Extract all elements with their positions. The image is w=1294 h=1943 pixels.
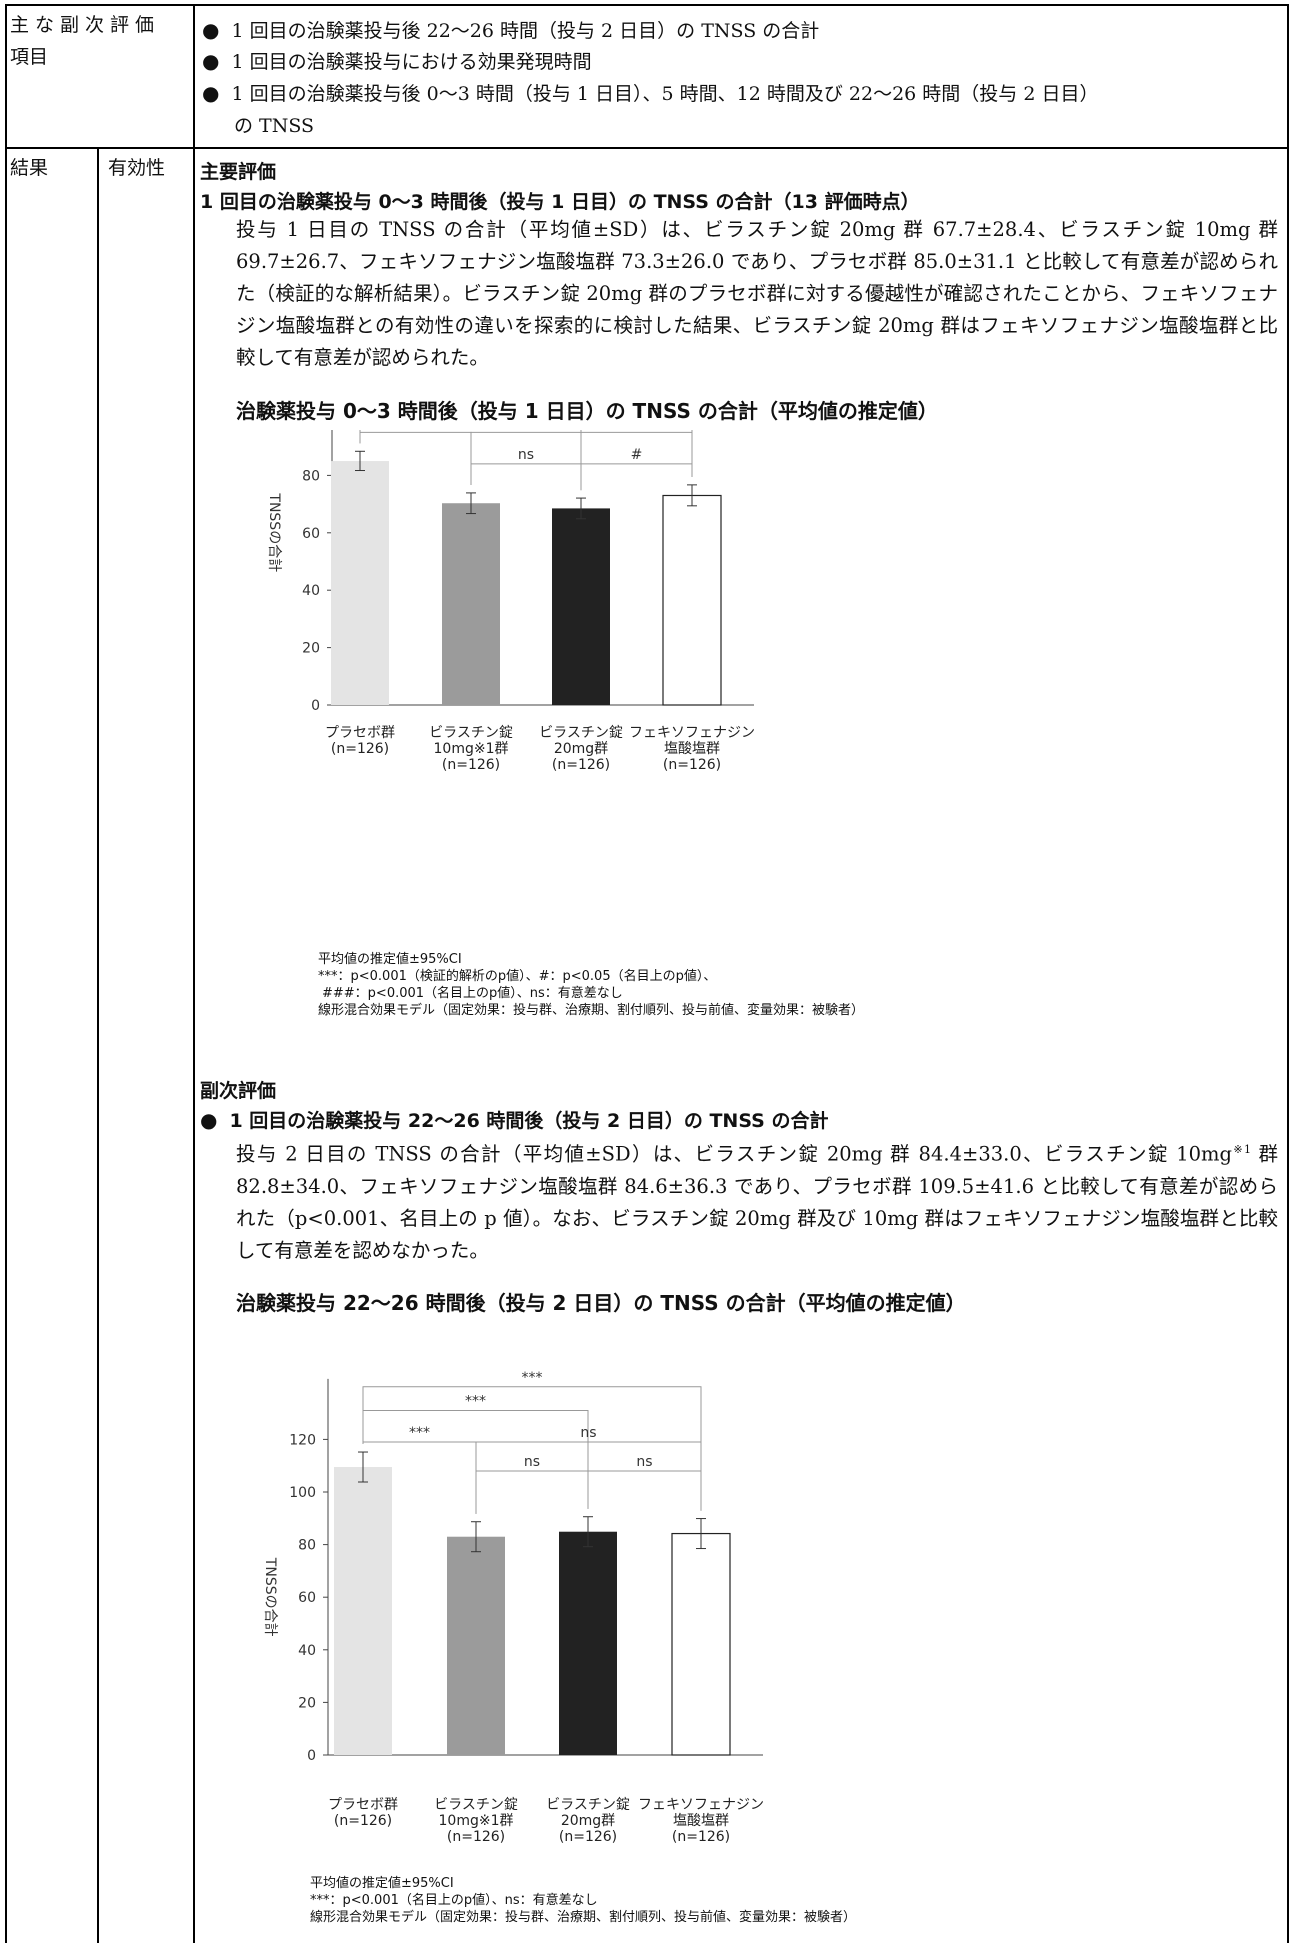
- y-tick-label: 20: [298, 1695, 316, 1711]
- significance-bracket: [587, 1470, 702, 1511]
- x-tick-label: フェキソフェナジン: [638, 1797, 764, 1813]
- significance-label: ns: [518, 447, 534, 463]
- x-tick-label: 20mg群: [561, 1813, 615, 1829]
- bar: [671, 1532, 731, 1756]
- y-tick-label: 60: [302, 526, 320, 542]
- x-tick-label: 10mg※1群: [439, 1813, 514, 1829]
- row1-item-1: ● 1 回目の治験薬投与後 22〜26 時間（投与 2 日目）の TNSS の合計: [202, 18, 820, 42]
- table-border-right: [1287, 4, 1289, 1943]
- y-tick-label: 0: [307, 1748, 316, 1764]
- significance-bracket: [359, 430, 582, 491]
- significance-label: ns: [573, 430, 589, 431]
- significance-bracket: [362, 1409, 589, 1509]
- significance-bracket: [362, 1386, 702, 1511]
- x-tick-label: (n=126): [331, 741, 389, 757]
- y-tick-label: 80: [302, 468, 320, 484]
- y-tick-label: 40: [298, 1643, 316, 1659]
- primary-chart-title: 治験薬投与 0〜3 時間後（投与 1 日目）の TNSS の合計（平均値の推定値…: [236, 399, 938, 423]
- secondary-chart-title: 治験薬投与 22〜26 時間後（投与 2 日目）の TNSS の合計（平均値の推…: [236, 1291, 966, 1315]
- bar: [552, 508, 610, 705]
- x-tick-label: (n=126): [442, 757, 500, 773]
- row1-item-2: ● 1 回目の治験薬投与における効果発現時間: [202, 49, 592, 73]
- primary-subheading: 1 回目の治験薬投与 0〜3 時間後（投与 1 日目）の TNSS の合計（13…: [200, 191, 920, 213]
- secondary-chart: 020406080100120TNSSの合計プラセボ群(n=126)ビラスチン錠…: [262, 1370, 764, 1845]
- bullet-icon: ●: [202, 81, 220, 105]
- x-tick-label: 塩酸塩群: [664, 741, 720, 757]
- bar: [447, 1536, 505, 1755]
- bar: [334, 1467, 392, 1755]
- significance-bracket: [580, 463, 693, 491]
- significance-bracket: [475, 1470, 589, 1514]
- y-tick-label: 40: [302, 583, 320, 599]
- significance-bracket: [470, 463, 582, 491]
- significance-label: #: [631, 447, 643, 463]
- y-axis-label: TNSSの合計: [266, 492, 282, 572]
- y-tick-label: 80: [298, 1538, 316, 1554]
- row1-label-line2: 項目: [10, 46, 49, 68]
- primary-chart: 020406080100120TNSSの合計プラセボ群(n=126)ビラスチン錠…: [266, 430, 755, 773]
- y-tick-label: 100: [289, 1485, 316, 1501]
- x-tick-label: ビラスチン錠: [434, 1797, 518, 1813]
- y-tick-label: 120: [289, 1432, 316, 1448]
- x-tick-label: プラセボ群: [325, 725, 395, 741]
- table-column-divider: [193, 4, 195, 1943]
- secondary-section-heading: 副次評価: [200, 1080, 277, 1102]
- y-tick-label: 20: [302, 641, 320, 657]
- x-tick-label: (n=126): [672, 1829, 730, 1845]
- significance-label: ns: [524, 1454, 540, 1470]
- secondary-note-1: 平均値の推定値±95%CI: [310, 1876, 454, 1891]
- significance-label: ns: [636, 1454, 652, 1470]
- bullet-icon: ●: [202, 49, 220, 73]
- x-tick-label: (n=126): [559, 1829, 617, 1845]
- secondary-paragraph: 投与 2 日目の TNSS の合計（平均値±SD）は、ビラスチン錠 20mg 群…: [236, 1142, 1278, 1262]
- x-tick-label: フェキソフェナジン: [629, 725, 755, 741]
- secondary-note-2: ***：p<0.001（名目上のp値）、ns：有意差なし: [310, 1893, 598, 1908]
- row1-item-3-cont: の TNSS: [234, 115, 315, 137]
- x-tick-label: (n=126): [447, 1829, 505, 1845]
- table-border-left: [5, 4, 7, 1943]
- primary-note-2: ***：p<0.001（検証的解析のp値）、#：p<0.05（名目上のp値）、: [318, 969, 717, 984]
- primary-section-heading: 主要評価: [200, 161, 277, 183]
- x-tick-label: 10mg※1群: [434, 741, 509, 757]
- y-axis-label: TNSSの合計: [262, 1557, 278, 1637]
- bar: [662, 494, 722, 706]
- significance-label: ***: [465, 1393, 486, 1409]
- secondary-note-3: 線形混合効果モデル（固定効果：投与群、治療期、割付順列、投与前値、変量効果：被験…: [310, 1910, 857, 1925]
- bullet-icon: ●: [200, 1108, 218, 1132]
- significance-label: ***: [409, 1425, 430, 1441]
- table-row-divider: [5, 147, 1289, 149]
- bar: [331, 461, 389, 705]
- y-tick-label: 0: [311, 698, 320, 714]
- primary-note-3: ###：p<0.001（名目上のp値）、ns：有意差なし: [322, 986, 623, 1001]
- x-tick-label: 20mg群: [554, 741, 608, 757]
- x-tick-label: ビラスチン錠: [429, 725, 513, 741]
- primary-paragraph: 投与 1 日目の TNSS の合計（平均値±SD）は、ビラスチン錠 20mg 群…: [236, 218, 1278, 369]
- primary-note-4: 線形混合効果モデル（固定効果：投与群、治療期、割付順列、投与前値、変量効果：被験…: [318, 1003, 865, 1018]
- bullet-icon: ●: [202, 18, 220, 42]
- x-tick-label: プラセボ群: [328, 1797, 398, 1813]
- secondary-subheading: ● 1 回目の治験薬投与 22〜26 時間後（投与 2 日目）の TNSS の合計: [200, 1108, 829, 1132]
- row2-sublabel: 有効性: [108, 157, 166, 179]
- significance-label: ns: [580, 1425, 596, 1441]
- significance-bracket: [470, 431, 693, 485]
- y-tick-label: 60: [298, 1590, 316, 1606]
- row2-label: 結果: [10, 157, 49, 179]
- row1-label-line1: 主な副次評価: [10, 14, 161, 36]
- x-tick-label: (n=126): [552, 757, 610, 773]
- x-tick-label: ビラスチン錠: [546, 1797, 630, 1813]
- x-tick-label: ビラスチン錠: [539, 725, 623, 741]
- x-tick-label: (n=126): [663, 757, 721, 773]
- x-tick-label: (n=126): [334, 1813, 392, 1829]
- table-subcolumn-divider: [97, 147, 99, 1943]
- bar: [559, 1531, 617, 1755]
- row1-item-3: ● 1 回目の治験薬投与後 0〜3 時間（投与 1 日目）、5 時間、12 時間及…: [202, 81, 1099, 105]
- significance-label: ###: [398, 430, 433, 431]
- significance-label: ***: [522, 1370, 543, 1386]
- table-border-top: [5, 4, 1289, 6]
- bar: [442, 503, 500, 705]
- primary-note-1: 平均値の推定値±95%CI: [318, 952, 462, 967]
- x-tick-label: 塩酸塩群: [673, 1813, 729, 1829]
